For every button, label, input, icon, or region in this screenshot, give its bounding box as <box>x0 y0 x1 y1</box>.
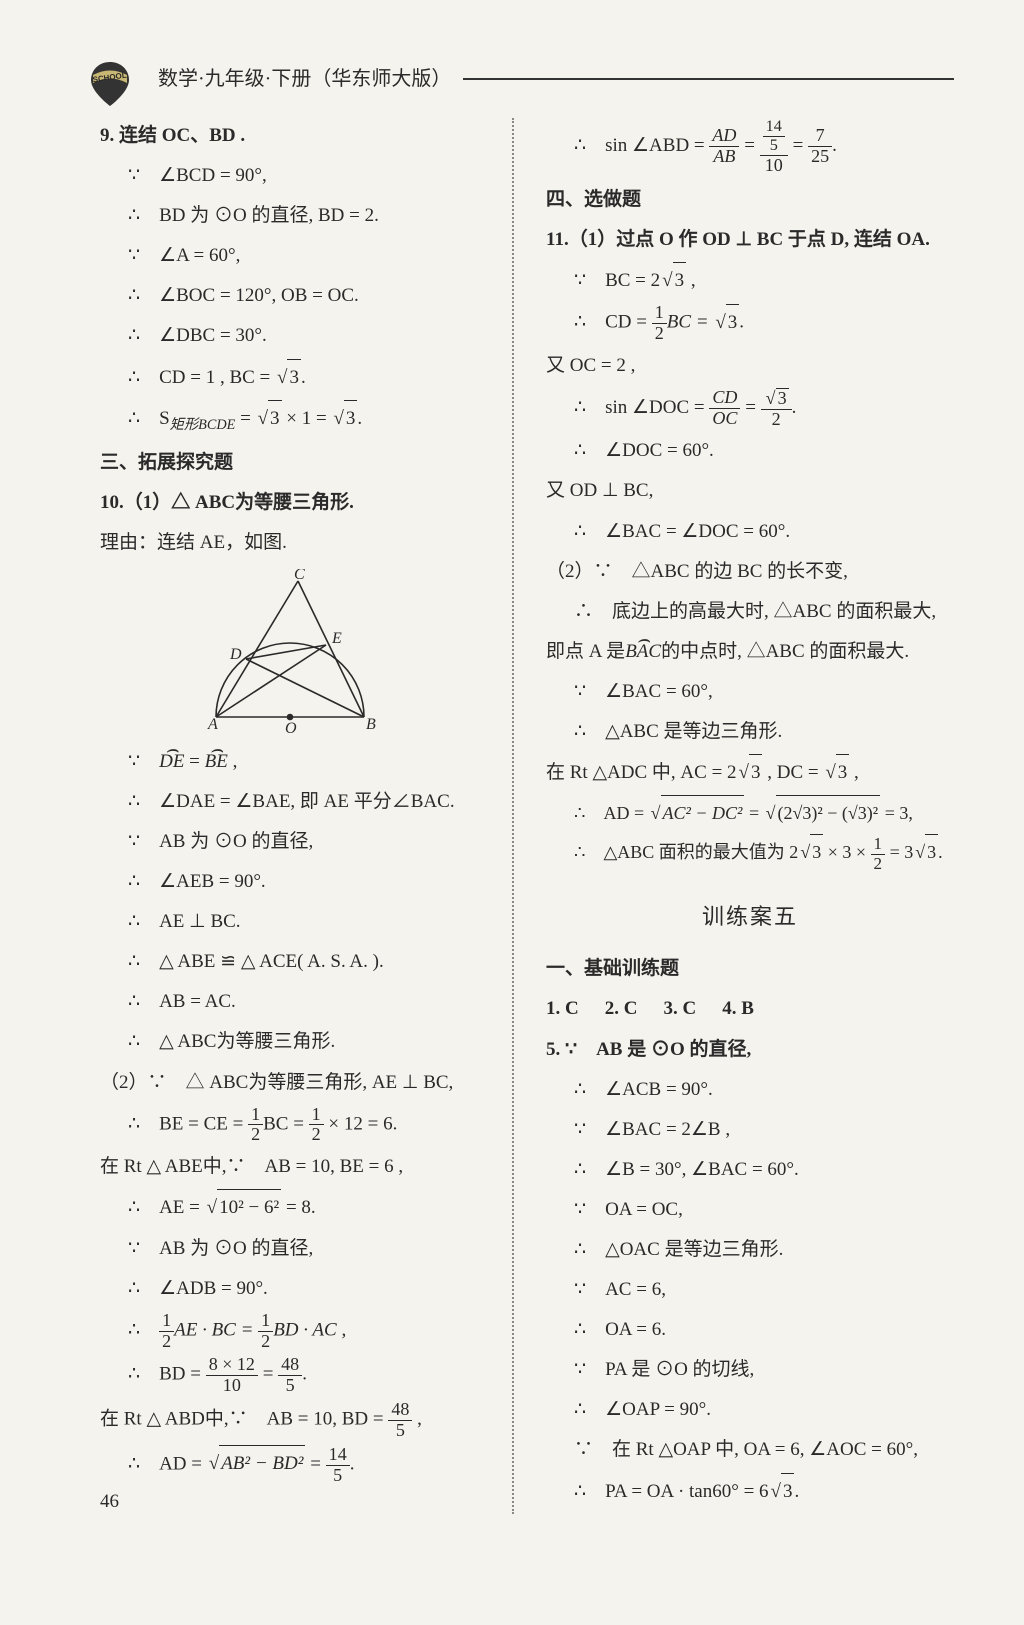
line: ∴ sin ∠ABD = ADAB = 14510 = 725. <box>546 118 954 176</box>
line: 在 Rt △ADC 中, AC = 23 , DC = 3 , <box>546 754 954 791</box>
line: ∵ ∠BAC = 2∠B , <box>546 1112 954 1148</box>
line: ∴ BD 为 ⊙O 的直径, BD = 2. <box>100 198 480 234</box>
line: ∴ ∠DOC = 60°. <box>546 433 954 469</box>
page-number: 46 <box>100 1484 119 1520</box>
line: ∴ △ABC 是等边三角形. <box>546 714 954 750</box>
line: ∴ AD = AB² − BD² = 145. <box>100 1445 480 1486</box>
line: （2）∵ △ABC 的边 BC 的长不变, <box>546 554 954 590</box>
training-5-heading: 训练案五 <box>546 896 954 938</box>
line: ∴ CD = 12BC = 3. <box>546 303 954 344</box>
line: ∴ AB = AC. <box>100 984 480 1020</box>
left-column: 9. 连结 OC、BD . ∵ ∠BCD = 90°, ∴ BD 为 ⊙O 的直… <box>100 118 480 1514</box>
q9: 9. 连结 OC、BD . <box>100 118 480 154</box>
header-title: 数学·九年级·下册（华东师大版） <box>158 60 451 98</box>
line: ∴ △ABC 面积的最大值为 23 × 3 × 12 = 33. <box>546 834 954 873</box>
line: ∴ 底边上的高最大时, △ABC 的面积最大, <box>546 594 954 630</box>
line: （2）∵ △ ABC为等腰三角形, AE ⊥ BC, <box>100 1065 480 1101</box>
line: ∴ △ ABE ≌ △ ACE( A. S. A. ). <box>100 944 480 980</box>
line: ∴ △ ABC为等腰三角形. <box>100 1024 480 1060</box>
right-column: ∴ sin ∠ABD = ADAB = 14510 = 725. 四、选做题 1… <box>546 118 954 1514</box>
line: ∵ AB 为 ⊙O 的直径, <box>100 1231 480 1267</box>
line: ∵ AC = 6, <box>546 1272 954 1308</box>
section-3: 三、拓展探究题 <box>100 445 480 481</box>
line: ∵ DE = BE , <box>100 744 480 780</box>
line: ∴ PA = OA · tan60° = 63. <box>546 1473 954 1510</box>
line: ∴ ∠ACB = 90°. <box>546 1072 954 1108</box>
line: ∵ ∠A = 60°, <box>100 238 480 274</box>
line: ∴ 12AE · BC = 12BD · AC , <box>100 1311 480 1352</box>
line: ∴ AE = 10² − 6² = 8. <box>100 1189 480 1226</box>
column-separator <box>512 118 514 1514</box>
line: ∴ OA = 6. <box>546 1312 954 1348</box>
header-rule <box>463 78 954 80</box>
line: 在 Rt △ ABD中,∵ AB = 10, BD = 485 , <box>100 1400 480 1441</box>
line: 又 OC = 2 , <box>546 348 954 384</box>
line: ∴ △OAC 是等边三角形. <box>546 1232 954 1268</box>
line: ∴ ∠OAP = 90°. <box>546 1392 954 1428</box>
line: ∵ ∠BCD = 90°, <box>100 158 480 194</box>
line: 即点 A 是BAC的中点时, △ABC 的面积最大. <box>546 634 954 670</box>
svg-text:E: E <box>331 630 342 647</box>
q11: 11.（1）过点 O 作 OD ⊥ BC 于点 D, 连结 OA. <box>546 222 954 258</box>
school-pin-logo: SCHOOL <box>85 58 135 108</box>
line: ∴ ∠DAE = ∠BAE, 即 AE 平分∠BAC. <box>100 784 480 820</box>
line: ∴ BE = CE = 12BC = 12 × 12 = 6. <box>100 1105 480 1146</box>
line: ∴ ∠BOC = 120°, OB = OC. <box>100 278 480 314</box>
line: ∴ BD = 8 × 1210 = 485. <box>100 1355 480 1396</box>
svg-text:D: D <box>229 646 242 663</box>
line: ∴ ∠ADB = 90°. <box>100 1271 480 1307</box>
geometry-figure: A B C D E O <box>190 569 390 734</box>
line: ∴ ∠AEB = 90°. <box>100 864 480 900</box>
line: ∵ PA 是 ⊙O 的切线, <box>546 1352 954 1388</box>
line: ∴ CD = 1 , BC = 3. <box>100 359 480 396</box>
line: ∵ BC = 23 , <box>546 262 954 299</box>
svg-text:B: B <box>366 716 376 733</box>
line: ∴ ∠B = 30°, ∠BAC = 60°. <box>546 1152 954 1188</box>
section-4: 四、选做题 <box>546 182 954 218</box>
line: ∵ ∠BAC = 60°, <box>546 674 954 710</box>
line: ∵ AB 为 ⊙O 的直径, <box>100 824 480 860</box>
line: ∵ 在 Rt △OAP 中, OA = 6, ∠AOC = 60°, <box>546 1432 954 1468</box>
answers-row: 1. C2. C3. C4. B <box>546 991 954 1027</box>
svg-text:C: C <box>294 569 305 583</box>
line: ∵ OA = OC, <box>546 1192 954 1228</box>
line: ∴ ∠DBC = 30°. <box>100 318 480 354</box>
line: ∴ sin ∠DOC = CDOC = 32. <box>546 388 954 430</box>
page-header: 数学·九年级·下册（华东师大版） <box>158 60 954 100</box>
line: ∴ ∠BAC = ∠DOC = 60°. <box>546 514 954 550</box>
svg-text:O: O <box>285 720 297 734</box>
line: 在 Rt △ ABE中,∵ AB = 10, BE = 6 , <box>100 1149 480 1185</box>
q10: 10.（1）△ ABC为等腰三角形. <box>100 485 480 521</box>
line: 理由：连结 AE，如图. <box>100 525 480 561</box>
q5: 5. ∵ AB 是 ⊙O 的直径, <box>546 1032 954 1068</box>
line: ∴ AD = AC² − DC² = (2√3)² − (√3)² = 3, <box>546 795 954 830</box>
line: ∴ AE ⊥ BC. <box>100 904 480 940</box>
line: ∴ S矩形BCDE = 3 × 1 = 3. <box>100 400 480 439</box>
section-basic: 一、基础训练题 <box>546 951 954 987</box>
line: 又 OD ⊥ BC, <box>546 473 954 509</box>
